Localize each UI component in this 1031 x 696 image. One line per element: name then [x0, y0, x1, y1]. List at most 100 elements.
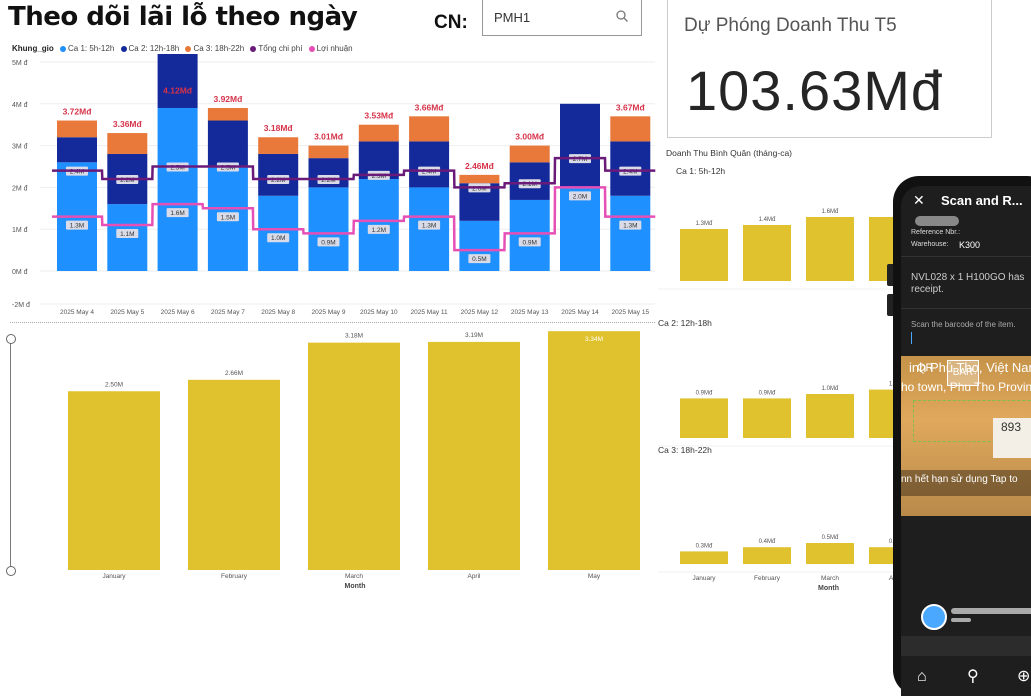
avatar[interactable] [921, 604, 947, 630]
avg-bar [806, 217, 854, 281]
branch-search-input[interactable]: PMH1 [482, 0, 642, 36]
x-tick-label: 2025 May 8 [261, 309, 295, 316]
profit-label: 2.0M [573, 193, 587, 200]
x-tick-label: 2025 May 9 [312, 309, 346, 316]
avg-bar [869, 547, 898, 564]
range-slider-handle-bottom[interactable] [6, 566, 16, 576]
avg-bar [680, 229, 728, 281]
x-tick-label: 2025 May 13 [511, 309, 549, 316]
legend-item-ca1[interactable]: Ca 1: 5h-12h [68, 44, 115, 53]
month-value-label: 3.34M [585, 336, 603, 343]
month-value-label: 3.19M [465, 332, 483, 339]
avg-value-label: 1.4Mđ [759, 217, 776, 223]
bar-1 [509, 199, 550, 271]
bar-3 [207, 107, 248, 121]
avg-bar [743, 398, 791, 438]
section-divider [10, 322, 655, 323]
range-slider-track[interactable] [10, 338, 11, 570]
y-tick-label: 1M đ [12, 227, 28, 234]
x-axis-title: Month [345, 583, 366, 590]
profit-label: 1.6M [170, 210, 184, 217]
barcode-mode-button[interactable]: BAR [947, 360, 979, 386]
camera-preview[interactable]: inh Phú Thọ, Việt Nam ho town, Phu Tho P… [901, 356, 1031, 516]
x-tick-label: 2025 May 4 [60, 309, 94, 316]
bar-2 [409, 141, 450, 188]
month-x-label: May [588, 573, 601, 580]
avg-x-label: January [692, 575, 716, 582]
warehouse-value: K300 [959, 240, 981, 250]
qr-mode-button[interactable]: QR [917, 362, 934, 374]
profit-label: 1.5M [221, 214, 235, 221]
month-x-label: April [467, 573, 481, 580]
cost-label: 2.2M [120, 177, 134, 184]
profit-label-bg [518, 237, 541, 247]
camera-text-line2: ho town, Phu Tho Provin [901, 380, 1031, 394]
legend-item-cost[interactable]: Tổng chi phí [258, 44, 303, 53]
cost-label: 2.5M [170, 165, 184, 172]
bar-3 [107, 133, 148, 154]
range-slider-handle-top[interactable] [6, 334, 16, 344]
month-value-label: 2.50M [105, 381, 123, 388]
bar-1 [560, 187, 600, 271]
add-icon[interactable]: ⊕ [1017, 668, 1031, 685]
total-label: 3.01Mđ [314, 132, 344, 142]
phone-mockup: ✕ Scan and R... Reference Nbr.: Warehous… [893, 176, 1031, 696]
profit-label-bg [66, 220, 88, 230]
profit-label-bg [267, 233, 290, 243]
x-tick-label: 2025 May 5 [110, 309, 144, 316]
avg-bar [743, 547, 791, 564]
status-bar-blurred [951, 618, 971, 622]
x-tick-label: 2025 May 10 [360, 309, 398, 316]
profit-label: 0.9M [321, 239, 335, 246]
close-icon[interactable]: ✕ [913, 192, 925, 208]
bar-2 [207, 120, 248, 167]
warehouse-label: Warehouse: [911, 241, 949, 248]
bar-1 [308, 187, 349, 271]
legend-item-ca2[interactable]: Ca 2: 12h-18h [128, 44, 180, 53]
month-bar [308, 342, 400, 570]
month-x-label: January [102, 573, 126, 580]
search-icon[interactable]: ⚲ [967, 668, 979, 685]
bar-2 [258, 153, 299, 196]
avg-bar [680, 398, 728, 438]
x-tick-label: 2025 May 14 [561, 309, 599, 316]
profit-line [52, 186, 656, 252]
scan-message: NVL028 x 1 H100GO has [911, 272, 1025, 283]
total-label: 3.92Mđ [213, 94, 243, 104]
page-title: Theo dõi lãi lỗ theo ngày [8, 2, 358, 32]
month-x-label: February [221, 573, 248, 580]
scan-message-2: receipt. [911, 284, 944, 295]
bar-1 [459, 220, 500, 271]
total-label: 3.66Mđ [415, 102, 445, 112]
month-bar [548, 331, 640, 570]
month-x-label: March [345, 573, 363, 580]
cost-line [52, 156, 656, 189]
profit-label-bg [216, 212, 239, 222]
bar-3 [459, 174, 500, 184]
legend-dot-ca2 [120, 45, 127, 52]
legend-dot-ca1 [60, 45, 67, 52]
search-icon[interactable] [615, 9, 629, 23]
total-label: 3.67Mđ [616, 102, 646, 112]
avg-x-axis-title: Month [818, 585, 839, 592]
cost-label: 2.4M [422, 169, 436, 176]
camera-text-line1: inh Phú Thọ, Việt Nam [909, 360, 1031, 375]
cost-label: 2.1M [522, 181, 536, 188]
avg-value-label: 1.3Mđ [696, 221, 713, 227]
monthly-revenue-chart: 2.50M January 2.66M February 3.18M March 3.19M… [68, 331, 640, 590]
avg-value-label: 0.3Mđ [696, 543, 713, 549]
home-icon[interactable]: ⌂ [917, 668, 927, 685]
legend-item-profit[interactable]: Lợi nhuận [316, 44, 353, 53]
x-tick-label: 2025 May 6 [161, 309, 195, 316]
bar-3 [610, 116, 651, 142]
camera-text-line3: nn hết hạn sử dụng Tap to [901, 474, 1018, 485]
legend-item-ca3[interactable]: Ca 3: 18h-22h [193, 44, 245, 53]
avg-bar [806, 394, 854, 438]
avg-value-label: 0.9Mđ [696, 390, 713, 396]
daily-profit-chart: 5M đ 4M đ 3M đ 2M đ 1M đ 0M đ -2M đ 3.72Mđ 2.4M 1… [12, 54, 656, 316]
cost-label: 2.3M [372, 173, 386, 180]
x-tick-label: 2025 May 7 [211, 309, 245, 316]
profit-label-bg [468, 254, 491, 264]
total-label: 3.18Mđ [264, 123, 294, 133]
kpi-value: 103.63Mđ [686, 59, 944, 122]
